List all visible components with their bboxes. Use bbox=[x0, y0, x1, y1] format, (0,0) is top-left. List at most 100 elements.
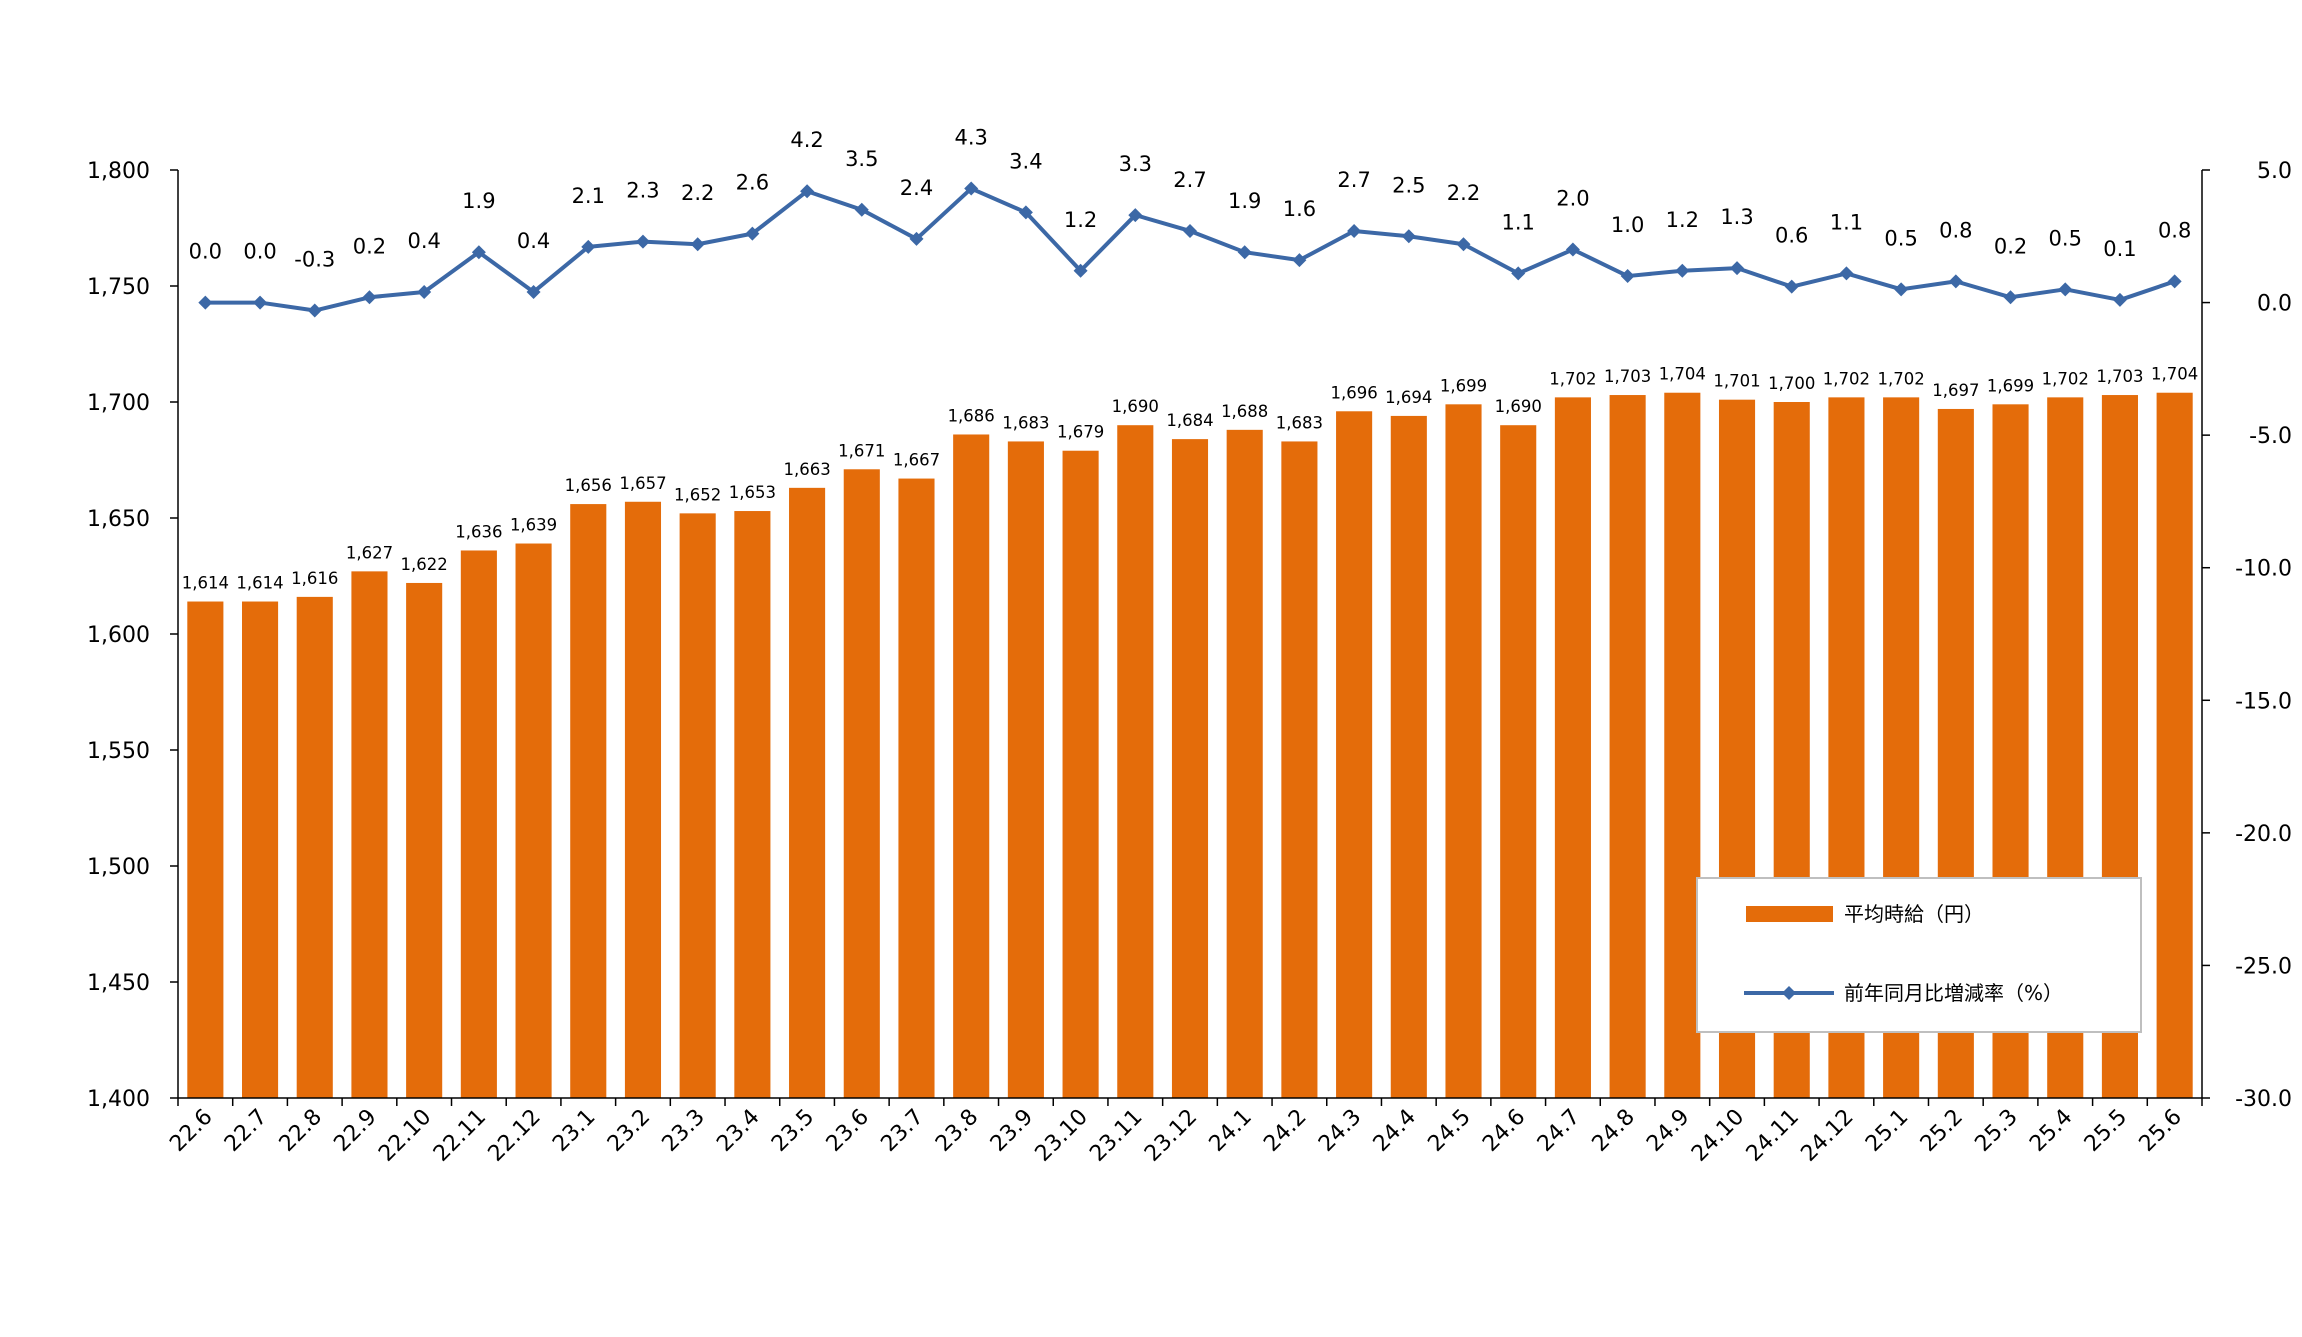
x-tick-label: 24.7 bbox=[1533, 1105, 1585, 1157]
yoy-value-label: 0.1 bbox=[2103, 237, 2136, 261]
yoy-point-23.5 bbox=[800, 184, 815, 199]
legend-box bbox=[1696, 877, 2142, 1033]
yoy-value-label: 2.0 bbox=[1556, 187, 1589, 211]
x-tick-label: 24.11 bbox=[1742, 1105, 1804, 1167]
x-tick-label: 22.12 bbox=[484, 1105, 546, 1167]
yoy-point-22.11 bbox=[471, 245, 486, 260]
x-tick-label: 23.11 bbox=[1085, 1105, 1147, 1167]
x-tick-label: 24.10 bbox=[1687, 1105, 1749, 1167]
yoy-point-23.12 bbox=[1183, 223, 1197, 238]
yoy-line bbox=[205, 186, 2176, 313]
left-tick-label: 1,550 bbox=[87, 739, 150, 764]
yoy-point-23.10 bbox=[1073, 263, 1088, 278]
bar-22.9 bbox=[351, 571, 388, 1098]
x-tick-label: 23.7 bbox=[876, 1105, 928, 1157]
legend-label-line: 前年同月比増減率（%） bbox=[1844, 981, 2063, 1005]
right-tick-label: -5.0 bbox=[2249, 424, 2292, 449]
yoy-point-24.1 bbox=[1237, 245, 1252, 260]
yoy-value-label: 2.5 bbox=[1392, 173, 1425, 197]
x-tick-label: 25.2 bbox=[1916, 1105, 1968, 1157]
x-tick-label: 24.6 bbox=[1478, 1105, 1530, 1157]
x-tick-label: 24.5 bbox=[1423, 1105, 1475, 1157]
x-tick-label: 22.11 bbox=[429, 1105, 491, 1167]
bar-value-label: 1,702 bbox=[1878, 369, 1925, 388]
legend: 平均時給（円） 前年同月比増減率（%） bbox=[1696, 877, 2142, 1033]
yoy-point-22.8 bbox=[307, 303, 322, 318]
yoy-value-label: 0.4 bbox=[407, 229, 440, 253]
bar-23.1 bbox=[570, 504, 607, 1099]
bar-24.9 bbox=[1664, 392, 1701, 1099]
left-tick-label: 1,650 bbox=[87, 507, 150, 532]
yoy-point-24.11 bbox=[1784, 279, 1799, 294]
bar-value-label: 1,614 bbox=[182, 574, 229, 593]
bar-22.6 bbox=[187, 601, 224, 1098]
yoy-point-25.4 bbox=[2058, 282, 2073, 297]
yoy-point-23.4 bbox=[745, 226, 760, 241]
yoy-point-24.2 bbox=[1292, 253, 1307, 268]
yoy-point-24.6 bbox=[1511, 266, 1526, 281]
yoy-point-24.7 bbox=[1565, 242, 1580, 257]
x-tick-label: 25.3 bbox=[1970, 1105, 2022, 1157]
bar-22.11 bbox=[460, 550, 497, 1098]
yoy-point-25.5 bbox=[2112, 292, 2127, 307]
yoy-value-label: 0.6 bbox=[1775, 224, 1808, 248]
yoy-point-22.7 bbox=[253, 295, 268, 310]
yoy-value-label: 0.2 bbox=[353, 234, 386, 258]
legend-bar-swatch bbox=[1746, 906, 1833, 922]
left-tick-label: 1,600 bbox=[87, 623, 150, 648]
bar-value-label: 1,694 bbox=[1385, 388, 1432, 407]
x-tick-label: 25.5 bbox=[2080, 1105, 2132, 1157]
yoy-value-label: 1.6 bbox=[1283, 197, 1316, 221]
yoy-value-label: 1.1 bbox=[1502, 210, 1535, 234]
right-tick-label: 5.0 bbox=[2257, 159, 2292, 184]
bar-value-label: 1,704 bbox=[1659, 365, 1706, 384]
legend-label-bar: 平均時給（円） bbox=[1844, 902, 1984, 926]
x-tick-label: 23.5 bbox=[767, 1105, 819, 1157]
bar-23.5 bbox=[789, 487, 826, 1099]
bar-22.10 bbox=[406, 582, 443, 1098]
yoy-point-23.8 bbox=[964, 181, 979, 196]
yoy-value-label: 0.8 bbox=[2158, 218, 2191, 242]
bar-25.6 bbox=[2156, 392, 2193, 1099]
yoy-value-label: 1.2 bbox=[1666, 208, 1699, 232]
bar-value-label: 1,671 bbox=[838, 441, 885, 460]
bar-23.2 bbox=[624, 501, 662, 1098]
x-tick-label: 22.6 bbox=[165, 1105, 217, 1157]
x-tick-label: 23.8 bbox=[931, 1105, 983, 1157]
bar-value-label: 1,653 bbox=[729, 483, 776, 502]
yoy-value-label: 2.7 bbox=[1173, 168, 1206, 192]
right-tick-label: -10.0 bbox=[2235, 557, 2292, 582]
bar-24.2 bbox=[1281, 441, 1318, 1098]
x-tick-label: 25.4 bbox=[2025, 1105, 2077, 1157]
yoy-value-label: 3.4 bbox=[1009, 149, 1042, 173]
bar-23.12 bbox=[1171, 439, 1209, 1098]
bar-value-label: 1,683 bbox=[1276, 413, 1323, 432]
yoy-point-23.11 bbox=[1128, 208, 1143, 223]
bar-23.10 bbox=[1062, 450, 1099, 1099]
bar-22.8 bbox=[296, 596, 333, 1098]
x-tick-label: 24.2 bbox=[1259, 1105, 1311, 1157]
bar-value-label: 1,704 bbox=[2151, 365, 2198, 384]
bar-value-label: 1,684 bbox=[1166, 411, 1213, 430]
bar-value-label: 1,652 bbox=[674, 485, 721, 504]
yoy-point-25.6 bbox=[2167, 274, 2182, 289]
x-tick-label: 23.12 bbox=[1140, 1105, 1202, 1167]
yoy-value-label: 2.1 bbox=[572, 184, 605, 208]
yoy-point-23.9 bbox=[1018, 205, 1033, 220]
bar-value-label: 1,703 bbox=[1604, 367, 1651, 386]
bar-value-label: 1,701 bbox=[1713, 372, 1760, 391]
yoy-value-label: 0.0 bbox=[189, 240, 222, 264]
yoy-point-24.8 bbox=[1620, 269, 1635, 284]
bar-value-label: 1,683 bbox=[1002, 413, 1049, 432]
right-tick-label: 0.0 bbox=[2257, 292, 2292, 317]
bar-23.7 bbox=[898, 478, 935, 1098]
yoy-value-label: 0.5 bbox=[1884, 226, 1917, 250]
bar-value-label: 1,636 bbox=[455, 522, 502, 541]
yoy-value-label: 1.9 bbox=[1228, 189, 1261, 213]
bar-value-label: 1,686 bbox=[948, 406, 995, 425]
yoy-point-24.9 bbox=[1675, 263, 1690, 278]
x-tick-label: 24.4 bbox=[1369, 1105, 1421, 1157]
bar-24.4 bbox=[1390, 415, 1427, 1098]
bar-23.6 bbox=[843, 469, 880, 1098]
